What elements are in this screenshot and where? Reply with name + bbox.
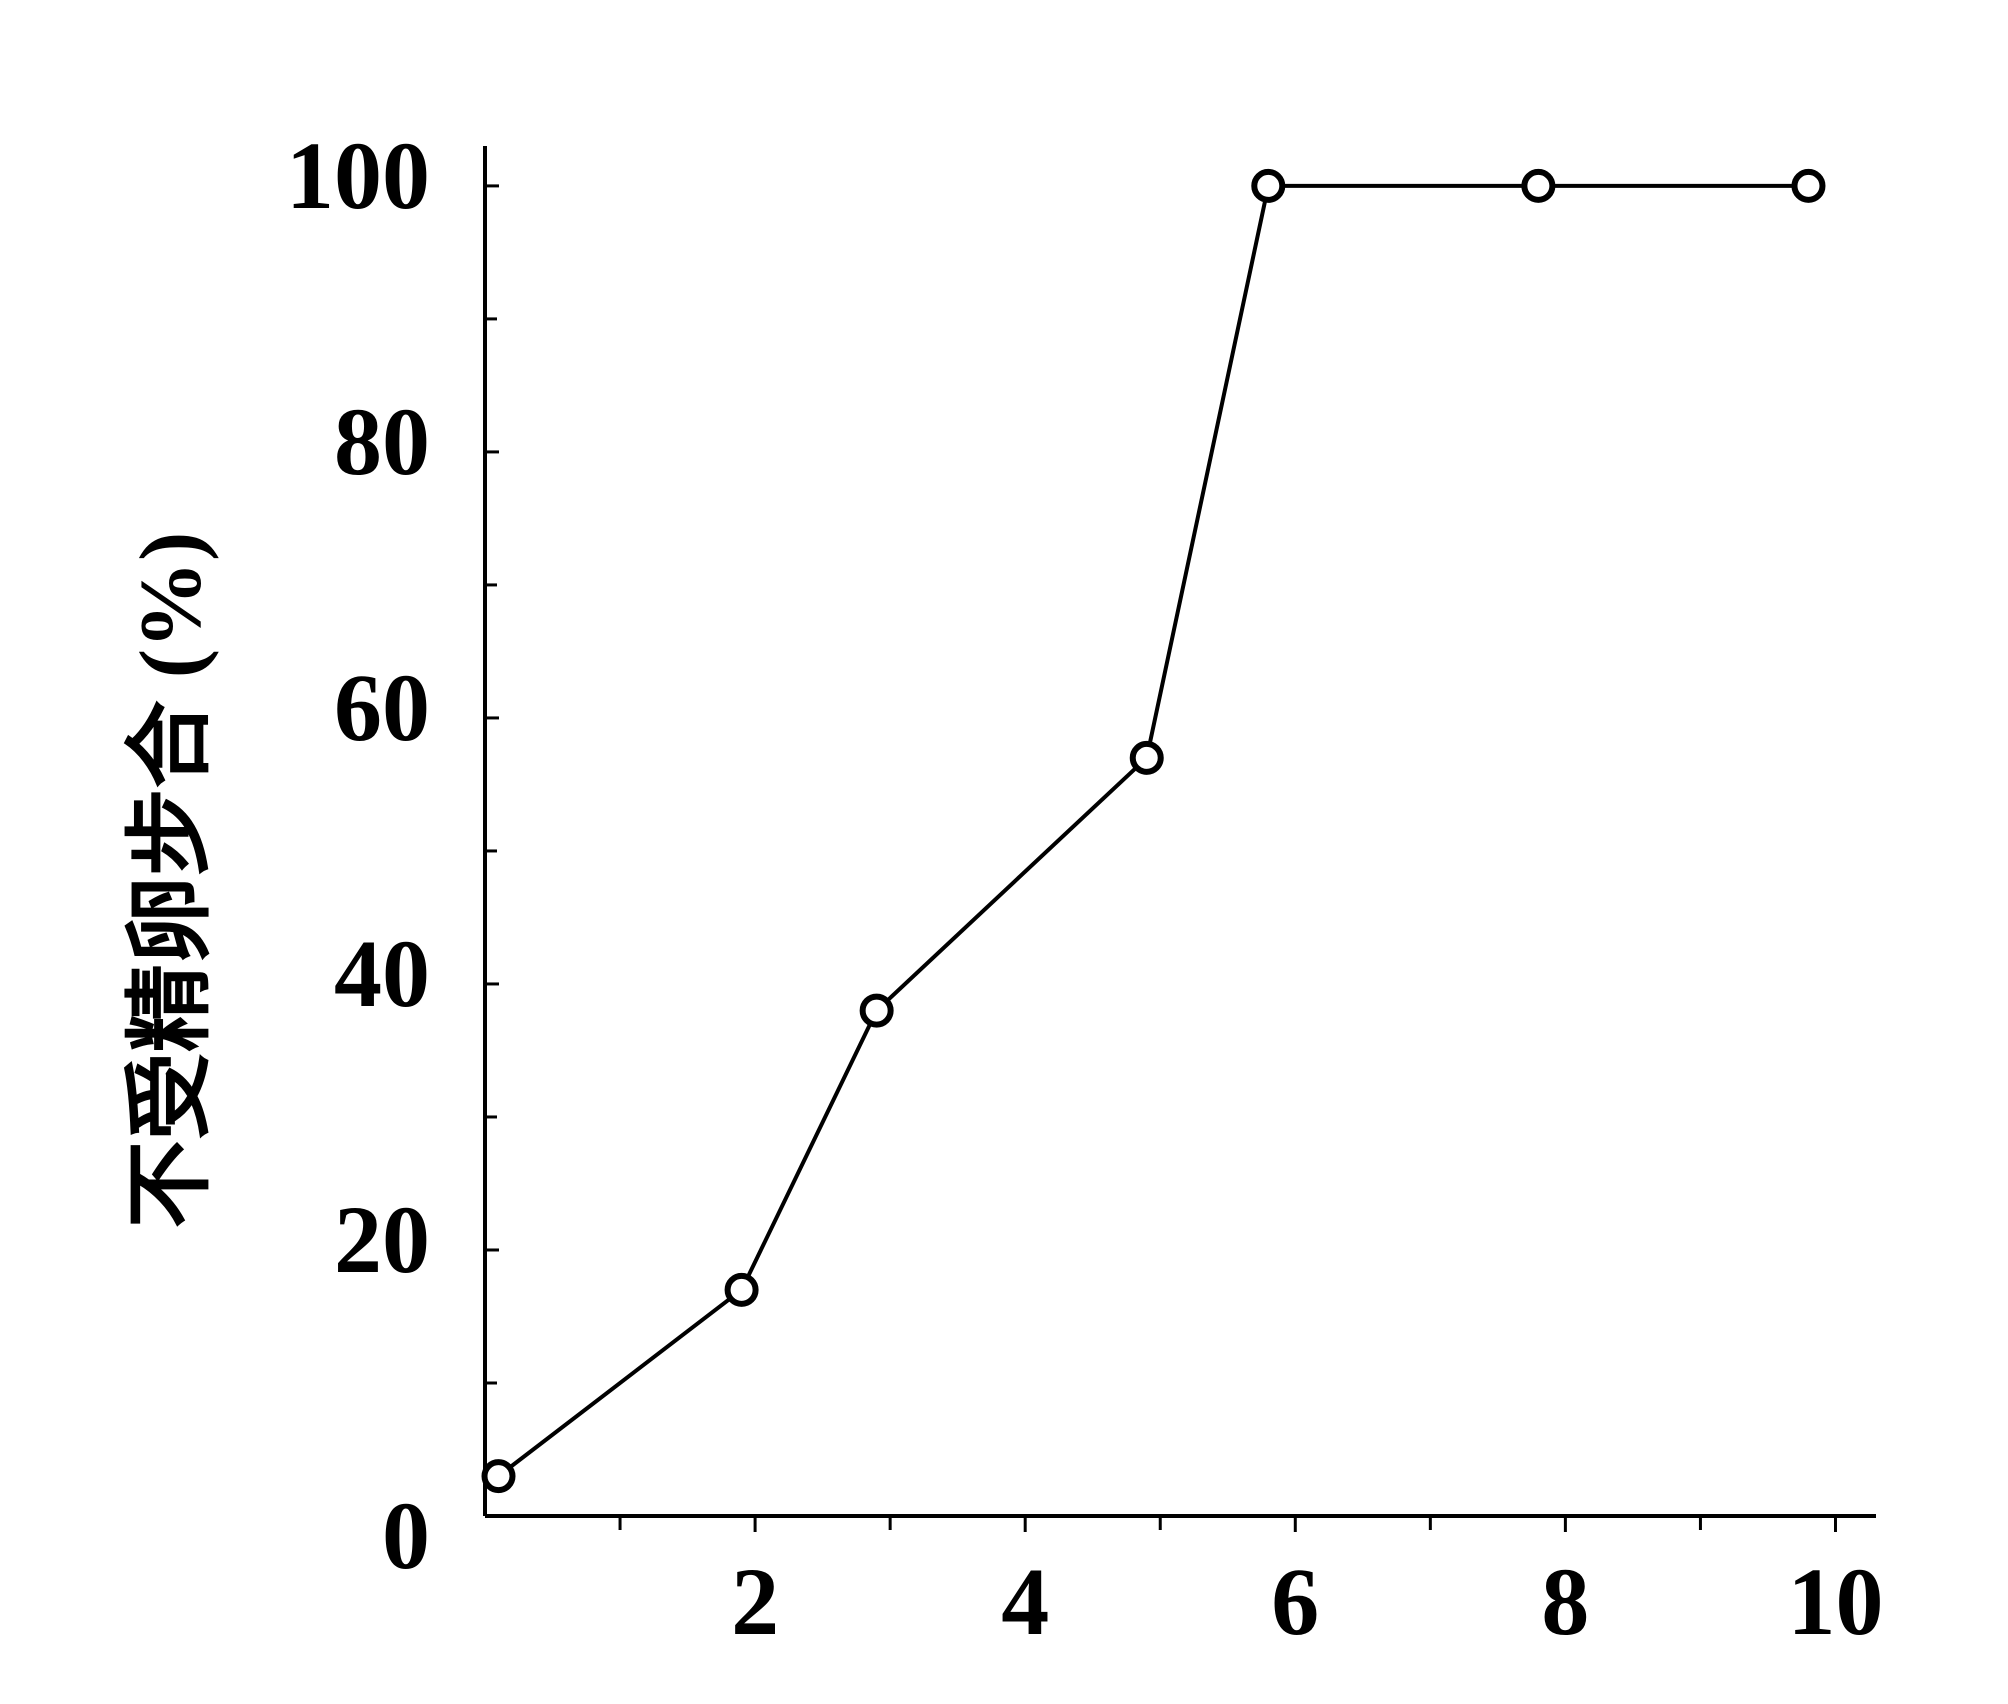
y-tick-label: 60 [334,654,430,761]
y-tick-label: 100 [286,122,430,229]
data-point [859,993,894,1028]
data-point [481,1459,516,1494]
data-point [1521,168,1556,203]
y-tick-label: 0 [382,1482,430,1589]
y-tick-label: 20 [334,1186,430,1293]
data-point [1251,168,1286,203]
data-line [497,183,1809,1478]
y-tick-label: 80 [334,388,430,495]
x-tick-label: 8 [1541,1548,1589,1655]
data-point [724,1272,759,1307]
data-point [1129,740,1164,775]
x-tick-label: 6 [1271,1548,1319,1655]
x-tick-label: 4 [1001,1548,1049,1655]
y-axis-label: 不受精卵步合 (%) [123,532,220,1229]
x-tick-label: 2 [731,1548,779,1655]
x-tick-label: 10 [1787,1548,1883,1655]
data-point [1791,168,1826,203]
y-tick-label: 40 [334,920,430,1027]
